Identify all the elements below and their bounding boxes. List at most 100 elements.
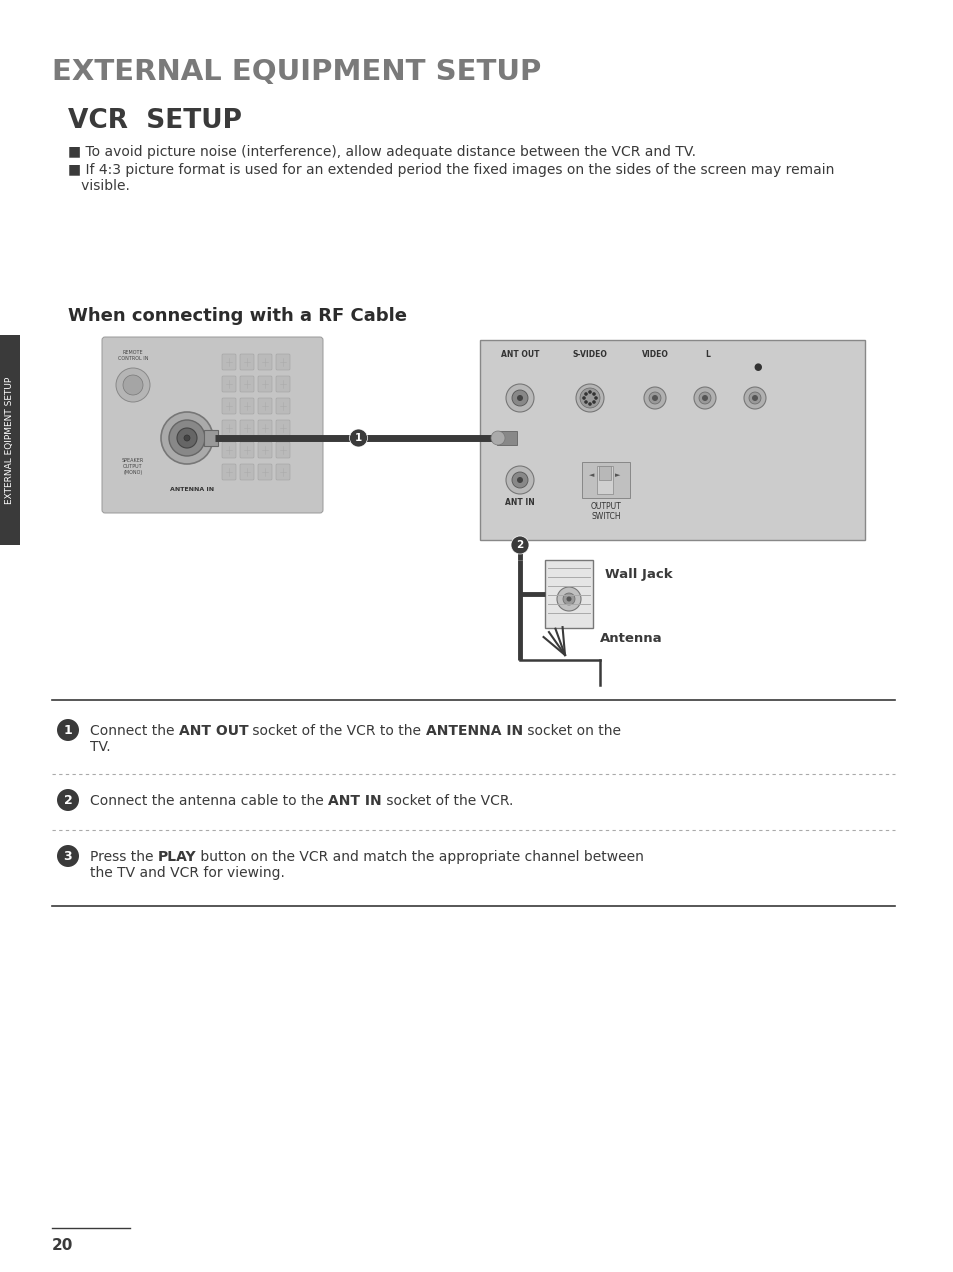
FancyBboxPatch shape xyxy=(257,441,272,458)
Text: socket on the: socket on the xyxy=(522,724,620,738)
Circle shape xyxy=(566,597,571,602)
FancyBboxPatch shape xyxy=(240,464,253,480)
FancyBboxPatch shape xyxy=(222,398,235,413)
FancyBboxPatch shape xyxy=(222,420,235,436)
Text: SPEAKER
OUTPUT
(MONO): SPEAKER OUTPUT (MONO) xyxy=(122,458,144,474)
Circle shape xyxy=(583,392,587,396)
Bar xyxy=(515,538,524,550)
Text: ◄: ◄ xyxy=(589,472,594,478)
Text: 2: 2 xyxy=(516,541,523,550)
Circle shape xyxy=(505,466,534,494)
FancyBboxPatch shape xyxy=(275,354,290,370)
Circle shape xyxy=(557,586,580,611)
Circle shape xyxy=(588,391,591,394)
Text: PLAY: PLAY xyxy=(157,850,196,864)
FancyBboxPatch shape xyxy=(275,398,290,413)
Text: S-VIDEO: S-VIDEO xyxy=(572,350,607,359)
Bar xyxy=(204,430,218,446)
Text: the TV and VCR for viewing.: the TV and VCR for viewing. xyxy=(90,866,285,880)
Text: Antenna: Antenna xyxy=(599,632,662,645)
Bar xyxy=(497,431,517,445)
FancyBboxPatch shape xyxy=(240,420,253,436)
Text: ANT IN: ANT IN xyxy=(504,499,535,508)
FancyBboxPatch shape xyxy=(479,340,864,541)
Text: Wall Jack: Wall Jack xyxy=(604,569,672,581)
Circle shape xyxy=(651,396,658,401)
Circle shape xyxy=(517,396,522,401)
Text: ANT OUT: ANT OUT xyxy=(178,724,248,738)
Circle shape xyxy=(57,789,79,812)
Text: ANTENNA IN: ANTENNA IN xyxy=(425,724,522,738)
Text: ANT IN: ANT IN xyxy=(328,794,381,808)
FancyBboxPatch shape xyxy=(222,441,235,458)
Text: VCR  SETUP: VCR SETUP xyxy=(68,108,242,134)
Text: socket of the VCR to the: socket of the VCR to the xyxy=(248,724,425,738)
FancyBboxPatch shape xyxy=(581,462,629,499)
Text: 3: 3 xyxy=(64,850,72,862)
Text: ANTENNA IN: ANTENNA IN xyxy=(170,487,213,492)
Circle shape xyxy=(592,401,596,403)
FancyBboxPatch shape xyxy=(544,560,593,628)
Circle shape xyxy=(491,431,504,445)
FancyBboxPatch shape xyxy=(275,464,290,480)
Circle shape xyxy=(693,387,716,410)
Text: 1: 1 xyxy=(64,724,72,736)
Circle shape xyxy=(751,396,758,401)
Circle shape xyxy=(57,719,79,742)
Circle shape xyxy=(517,477,522,483)
Text: L: L xyxy=(705,350,710,359)
Text: ●: ● xyxy=(753,363,761,371)
Text: ■ If 4:3 picture format is used for an extended period the fixed images on the s: ■ If 4:3 picture format is used for an e… xyxy=(68,163,834,193)
Circle shape xyxy=(583,401,587,403)
Circle shape xyxy=(57,845,79,868)
Circle shape xyxy=(743,387,765,410)
Circle shape xyxy=(576,384,603,412)
Circle shape xyxy=(512,391,527,406)
Text: OUTPUT
SWITCH: OUTPUT SWITCH xyxy=(590,502,620,522)
FancyBboxPatch shape xyxy=(222,377,235,392)
Circle shape xyxy=(588,402,591,406)
Circle shape xyxy=(748,392,760,404)
Text: Connect the antenna cable to the: Connect the antenna cable to the xyxy=(90,794,328,808)
Text: button on the VCR and match the appropriate channel between: button on the VCR and match the appropri… xyxy=(196,850,643,864)
Text: 20: 20 xyxy=(52,1238,73,1253)
FancyBboxPatch shape xyxy=(257,354,272,370)
Text: ►: ► xyxy=(615,472,620,478)
Circle shape xyxy=(169,420,205,455)
Bar xyxy=(0,335,20,544)
Text: When connecting with a RF Cable: When connecting with a RF Cable xyxy=(68,307,407,326)
Circle shape xyxy=(511,536,529,555)
Text: EXTERNAL EQIPMENT SETUP: EXTERNAL EQIPMENT SETUP xyxy=(6,377,14,504)
FancyBboxPatch shape xyxy=(257,420,272,436)
FancyBboxPatch shape xyxy=(257,464,272,480)
Circle shape xyxy=(699,392,710,404)
Circle shape xyxy=(581,396,585,399)
FancyBboxPatch shape xyxy=(102,337,323,513)
Text: Connect the: Connect the xyxy=(90,724,179,738)
Circle shape xyxy=(349,429,367,446)
Circle shape xyxy=(562,593,575,605)
FancyBboxPatch shape xyxy=(257,398,272,413)
Circle shape xyxy=(116,368,150,402)
Circle shape xyxy=(643,387,665,410)
Circle shape xyxy=(184,435,190,441)
FancyBboxPatch shape xyxy=(222,354,235,370)
Bar xyxy=(597,466,613,494)
Text: ■ To avoid picture noise (interference), allow adequate distance between the VCR: ■ To avoid picture noise (interference),… xyxy=(68,145,696,159)
FancyBboxPatch shape xyxy=(240,398,253,413)
FancyBboxPatch shape xyxy=(222,464,235,480)
FancyBboxPatch shape xyxy=(240,441,253,458)
Circle shape xyxy=(177,427,196,448)
Circle shape xyxy=(594,396,598,399)
FancyBboxPatch shape xyxy=(240,354,253,370)
Circle shape xyxy=(512,472,527,488)
Text: REMOTE
CONTROL IN: REMOTE CONTROL IN xyxy=(117,350,148,361)
Text: TV.: TV. xyxy=(90,740,111,754)
Text: socket of the VCR.: socket of the VCR. xyxy=(381,794,513,808)
Text: Press the: Press the xyxy=(90,850,157,864)
Circle shape xyxy=(123,375,143,396)
Text: 2: 2 xyxy=(64,794,72,806)
Circle shape xyxy=(161,412,213,464)
Text: EXTERNAL EQUIPMENT SETUP: EXTERNAL EQUIPMENT SETUP xyxy=(52,59,540,86)
Circle shape xyxy=(579,388,599,408)
